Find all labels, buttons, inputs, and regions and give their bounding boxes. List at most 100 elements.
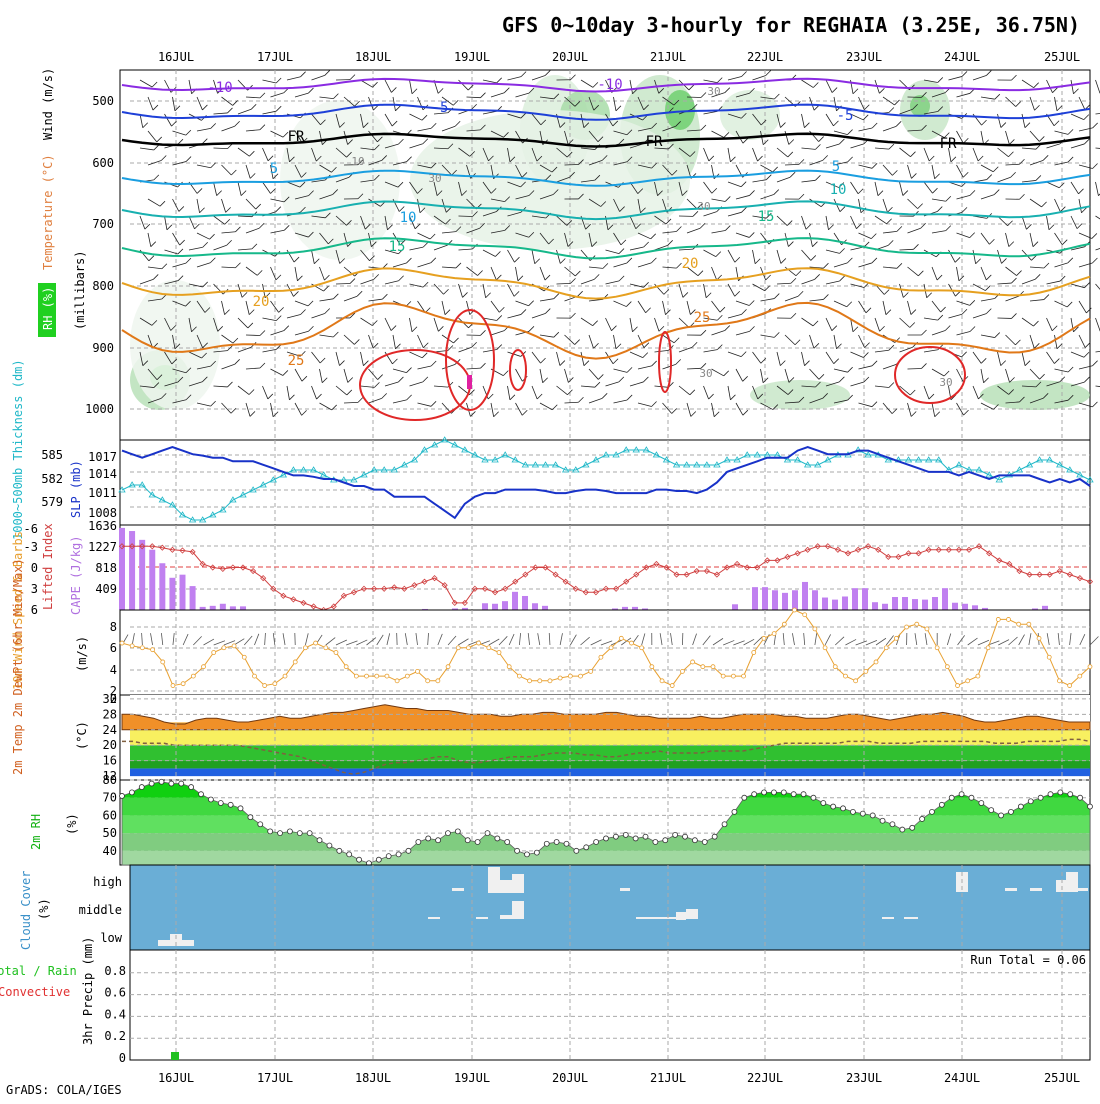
contour-label: -5 [432,100,449,116]
tick-label: 1014 [88,467,117,481]
precip-units: 3hr Precip (mm) [81,937,95,1045]
bottom-date-label: 18JUL [355,1071,391,1085]
wind10-point [650,665,654,669]
rh-point [742,795,747,800]
cloud-bar [904,917,918,919]
cloud-bar [512,874,524,893]
tick-label: 0.8 [104,964,126,978]
rh-point [831,804,836,809]
wind10-point [843,674,847,678]
contour-label: -5 [837,108,854,124]
tick-label: 0 [31,561,38,575]
cloud-level-middle: middle [79,903,122,917]
wind10-point [365,674,369,678]
cape-label: CAPE (J/kg) [69,536,83,615]
cape-bar [972,605,978,610]
cape-bar [882,604,888,610]
tick-label: 40 [103,844,117,858]
rh-point [337,848,342,853]
rh-point [436,838,441,843]
wind10-point [395,679,399,683]
rh-point [870,813,875,818]
wind10-point [446,665,450,669]
wind10-point [497,651,501,655]
wind10-point [558,676,562,680]
wind10-point [793,608,797,612]
wind-barb [1096,112,1100,114]
rh-point [149,781,154,786]
wind10-point [691,660,695,664]
cape-bar [772,590,778,610]
wind10-point [517,674,521,678]
wind-barb-flag [1092,402,1097,407]
wind10-point [1027,622,1031,626]
wind10-point [742,674,746,678]
top-date-label: 16JUL [158,50,194,64]
precip-total-label: Total / Rain [0,964,77,978]
wind-barb [1096,318,1100,331]
cloud-bar [1030,888,1042,891]
rh-point [584,845,589,850]
rh-point [850,809,855,814]
cloud-bar [1078,888,1088,891]
rh-point [347,852,352,857]
tick-label: 0.4 [104,1007,126,1021]
wind10-point [242,655,246,659]
bottom-date-label: 24JUL [944,1071,980,1085]
cape-bar [832,600,838,610]
contour-label: 30 [699,367,712,380]
tick-label: 585 [41,448,63,462]
contour-label: 30 [939,376,952,389]
wind10-point [589,669,593,673]
contour-label: 30 [697,200,710,213]
cloud-bar [512,901,524,919]
tick-label: 1000 [85,402,114,416]
wind10-point [599,655,603,659]
precip-panel: Run Total = 0.06 0.80.60.40.20 Total / R… [0,937,1090,1065]
rh-point [732,809,737,814]
cloud-bar [476,917,488,919]
cape-bar [502,601,508,610]
top-date-label: 24JUL [944,50,980,64]
wind10-point [140,646,144,650]
rh-point [406,848,411,853]
cape-bar [230,606,236,610]
rh-point [979,801,984,806]
rh-point [179,781,184,786]
cape-bar [902,597,908,610]
cape-bar [139,540,145,610]
contour-label: 15 [389,239,406,255]
run-total: Run Total = 0.06 [970,953,1086,967]
wind10-point [1037,636,1041,640]
rh-point [169,781,174,786]
tick-label: 80 [103,773,117,787]
rh-point [317,838,322,843]
cape-bar [220,604,226,610]
slp-frame [120,440,1090,525]
cape-bar [512,592,518,610]
tick-label: 50 [103,826,117,840]
warm-core [467,375,472,389]
wind10-point [528,679,532,683]
rh-point [900,827,905,832]
cloud-panel: high middle low Cloud Cover (%) [19,865,1090,950]
wind10-point [905,625,909,629]
chart-title: GFS 0~10day 3-hourly for REGHAIA (3.25E,… [502,13,1080,37]
rh-point [683,834,688,839]
cape-bar [522,596,528,610]
tick-label: 6 [31,603,38,617]
rh-point [574,848,579,853]
tick-label: 900 [92,341,114,355]
rh-point [564,841,569,846]
wind10-point [252,674,256,678]
cape-bar [942,588,948,610]
cloud-level-high: high [93,875,122,889]
precip-axis: 0.80.60.40.20 [104,964,126,1065]
cloud-bar [1066,872,1078,892]
wind10-point [813,627,817,631]
rh-point [1078,795,1083,800]
rh-point [248,815,253,820]
contour-label: FR [646,134,663,150]
cloud-bar [1056,880,1066,892]
